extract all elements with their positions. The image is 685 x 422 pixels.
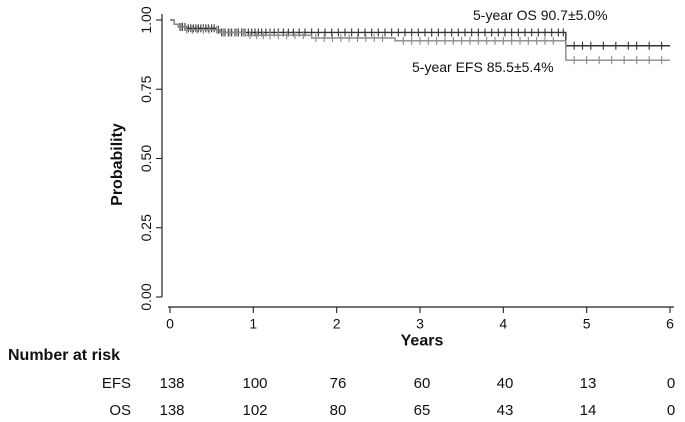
- y-tick-label: 1.00: [138, 6, 154, 33]
- risk-value: 13: [580, 375, 597, 392]
- y-tick-label: 0.50: [138, 145, 154, 172]
- x-tick-label: 5: [583, 315, 591, 331]
- x-tick-label: 1: [249, 315, 257, 331]
- x-axis-title: Years: [401, 332, 444, 349]
- risk-value: 65: [414, 402, 431, 419]
- x-tick-label: 4: [499, 315, 507, 331]
- risk-value: 100: [242, 375, 267, 392]
- plot-series: [170, 19, 670, 65]
- risk-value: 102: [242, 402, 267, 419]
- risk-value: 76: [330, 375, 347, 392]
- risk-value: 14: [580, 402, 597, 419]
- risk-table-title: Number at risk: [8, 347, 120, 364]
- series-line-1: [170, 19, 670, 61]
- risk-value: 138: [159, 402, 184, 419]
- annotation-0: 5-year OS 90.7±5.0%: [473, 7, 608, 23]
- y-tick-label: 0.25: [138, 214, 154, 241]
- x-tick-label: 3: [416, 315, 424, 331]
- risk-value: 40: [497, 375, 514, 392]
- risk-value: 80: [330, 402, 347, 419]
- risk-value: 0: [667, 402, 675, 419]
- risk-value: 43: [497, 402, 514, 419]
- risk-table: Number at risk EFS 138 100 76 60 40 13 0 OS 138 102…: [8, 347, 675, 419]
- axes: 0 1 2 3 4 5 6 0.00 0.25 0.50 0.75 1.00 Years Probabil…: [109, 6, 674, 349]
- risk-value: 0: [667, 375, 675, 392]
- y-tick-label: 0.00: [138, 283, 154, 310]
- risk-row-label: EFS: [102, 375, 131, 392]
- y-tick-label: 0.75: [138, 75, 154, 102]
- y-axis-title: Probability: [109, 123, 126, 206]
- x-tick-label: 0: [166, 315, 174, 331]
- x-tick-label: 2: [333, 315, 341, 331]
- x-tick-label: 6: [666, 315, 674, 331]
- risk-value: 138: [159, 375, 184, 392]
- annotation-1: 5-year EFS 85.5±5.4%: [412, 59, 554, 75]
- risk-row-label: OS: [109, 402, 131, 419]
- annotations: 5-year OS 90.7±5.0% 5-year EFS 85.5±5.4%: [412, 7, 608, 75]
- risk-value: 60: [414, 375, 431, 392]
